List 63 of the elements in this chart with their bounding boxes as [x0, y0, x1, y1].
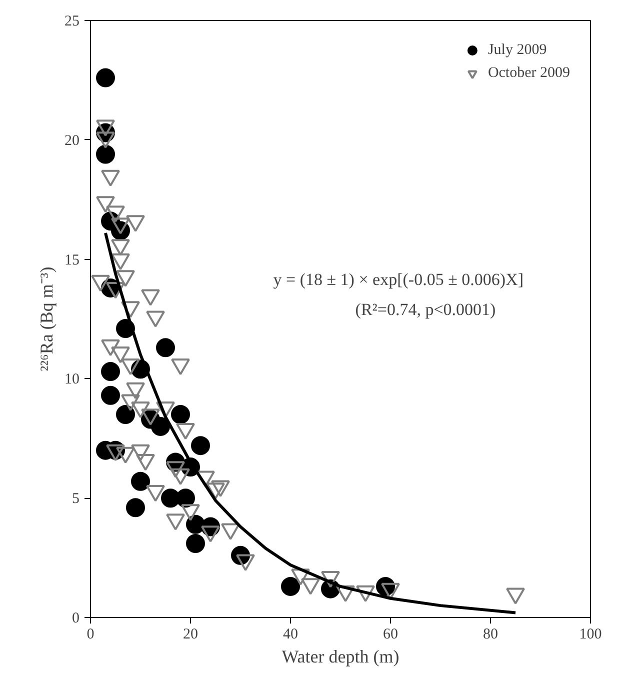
point — [166, 461, 185, 478]
x-tick-label: 60 — [383, 626, 398, 642]
point — [131, 401, 150, 418]
point — [106, 444, 125, 462]
point — [96, 196, 115, 213]
annotation: y = (18 ± 1) × exp[(-0.05 ± 0.006)X] — [273, 270, 524, 290]
point — [111, 346, 130, 364]
point — [146, 310, 165, 328]
x-tick-label: 20 — [183, 626, 198, 642]
point — [321, 570, 340, 588]
legend-label: October 2009 — [488, 64, 570, 82]
point — [236, 554, 255, 572]
y-tick-label: 0 — [72, 610, 80, 626]
x-tick-label: 40 — [283, 626, 298, 642]
point — [111, 218, 130, 234]
point — [101, 339, 120, 356]
point — [121, 358, 140, 376]
point — [171, 358, 190, 376]
point — [336, 585, 355, 602]
x-tick-label: 0 — [86, 626, 94, 642]
legend-label: July 2009 — [488, 42, 547, 58]
point — [301, 578, 320, 595]
y-axis-title: ²²⁶Ra (Bq m⁻³) — [36, 266, 56, 372]
point — [141, 289, 160, 306]
point — [136, 454, 155, 471]
y-tick-label: 20 — [64, 132, 80, 149]
point — [221, 523, 240, 540]
point — [166, 514, 185, 530]
x-tick-label: 100 — [579, 626, 602, 642]
y-tick-label: 5 — [72, 491, 80, 508]
point — [141, 408, 160, 426]
annotation: (R²=0.74, p<0.0001) — [355, 300, 496, 319]
point — [181, 504, 200, 521]
y-tick-label: 25 — [64, 14, 80, 30]
y-tick-label: 15 — [64, 252, 80, 268]
point — [91, 274, 110, 292]
point — [171, 468, 190, 486]
point — [101, 170, 120, 187]
point — [106, 206, 125, 222]
x-axis-title: Water depth (m) — [282, 646, 400, 666]
y-tick-label: 10 — [64, 372, 80, 388]
point — [126, 215, 145, 232]
point — [356, 585, 375, 602]
point — [111, 253, 130, 270]
point — [111, 239, 130, 256]
point — [116, 270, 135, 287]
point — [176, 422, 195, 440]
point — [126, 382, 145, 400]
point — [206, 482, 225, 500]
point — [201, 526, 220, 542]
point — [131, 444, 150, 462]
point — [291, 568, 310, 586]
point — [116, 446, 135, 464]
point — [121, 394, 140, 412]
point — [96, 120, 115, 136]
point — [96, 132, 115, 148]
point — [156, 401, 175, 418]
point — [121, 301, 140, 318]
point — [146, 485, 165, 502]
point — [506, 588, 525, 604]
point — [106, 282, 125, 299]
x-tick-label: 80 — [483, 626, 498, 642]
point — [211, 480, 230, 497]
